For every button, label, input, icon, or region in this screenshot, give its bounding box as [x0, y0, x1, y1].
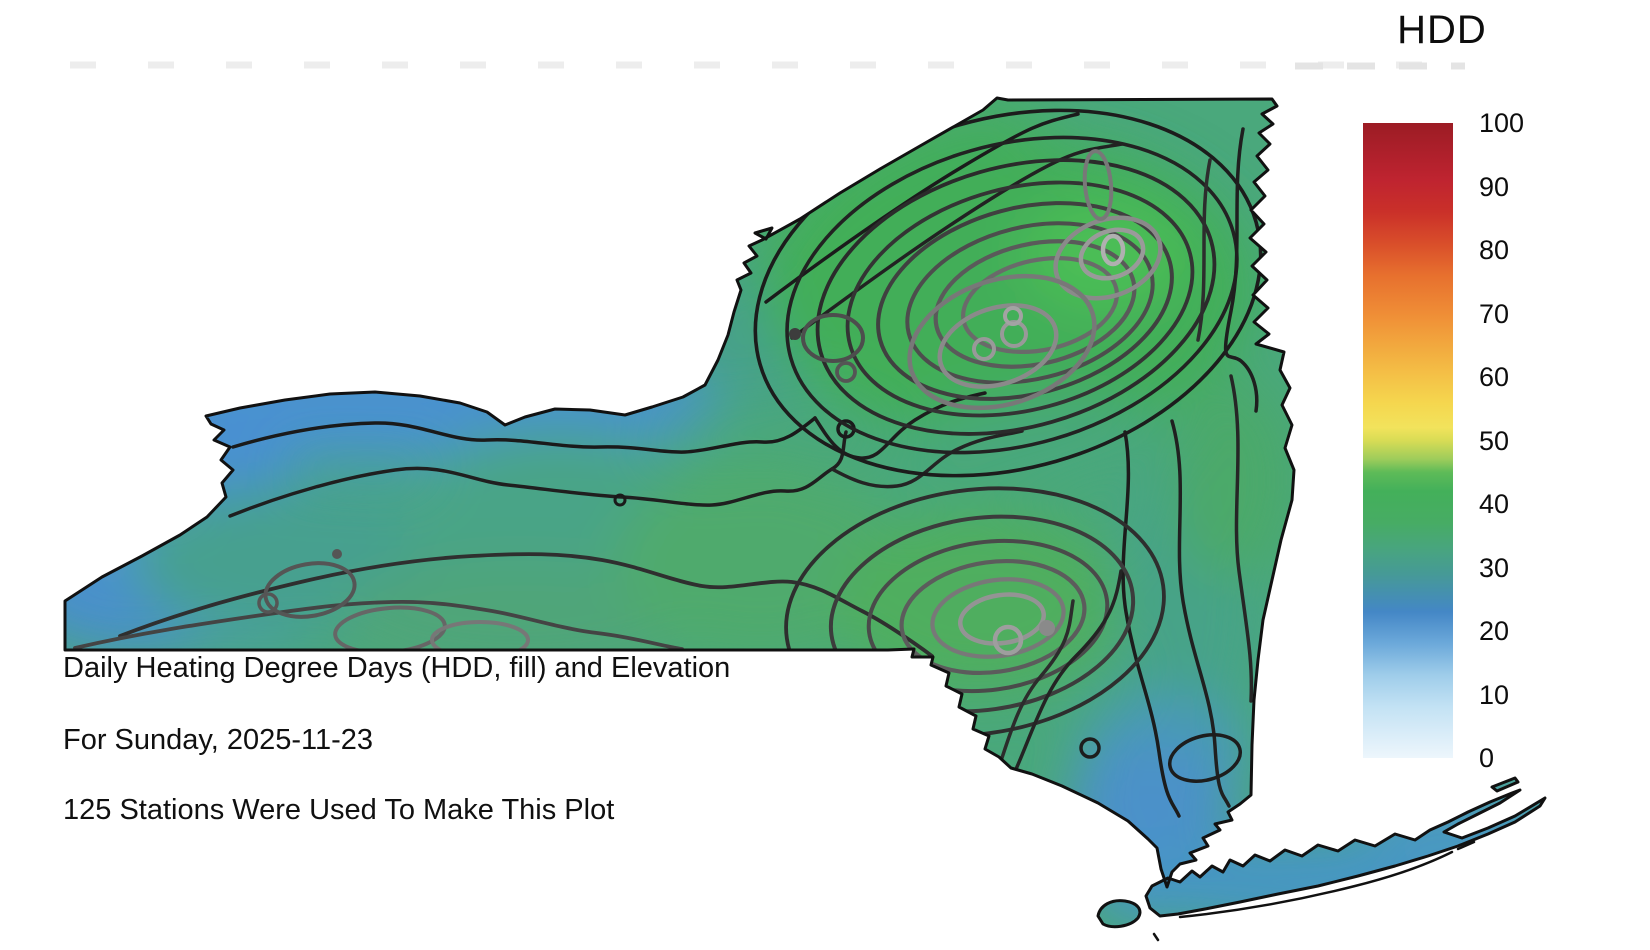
colorbar-tick-90: 90	[1479, 172, 1510, 202]
caption-date: For Sunday, 2025-11-23	[63, 724, 374, 756]
small-island-outline	[753, 226, 774, 241]
barrier-island-line	[1178, 840, 1476, 919]
long-island-outline	[1144, 788, 1547, 918]
fishers-island-outline	[1490, 776, 1520, 793]
colorbar-gradient	[1363, 123, 1453, 758]
colorbar-tick-30: 30	[1479, 553, 1510, 583]
colorbar-tick-70: 70	[1479, 299, 1510, 329]
colorbar-tick-80: 80	[1479, 235, 1510, 265]
top-ghost-dashes	[70, 61, 1465, 70]
colorbar-tick-0: 0	[1479, 743, 1495, 773]
colorbar-tick-50: 50	[1479, 426, 1510, 456]
elevation-contour-lines	[73, 108, 1263, 818]
colorbar-tick-60: 60	[1479, 362, 1510, 392]
colorbar-tick-40: 40	[1479, 489, 1510, 519]
colorbar-tick-10: 10	[1479, 680, 1510, 710]
colorbar-tick-100: 100	[1479, 108, 1525, 138]
staten-island-outline	[1096, 899, 1142, 929]
caption-title: Daily Heating Degree Days (HDD, fill) an…	[63, 652, 731, 684]
state-outline	[63, 96, 1547, 942]
colorbar	[1363, 123, 1453, 758]
tiny-islet-mark	[1152, 932, 1160, 942]
caption-stations: 125 Stations Were Used To Make This Plot	[63, 794, 615, 826]
colorbar-title: HDD	[1397, 8, 1487, 52]
colorbar-tick-20: 20	[1479, 616, 1510, 646]
